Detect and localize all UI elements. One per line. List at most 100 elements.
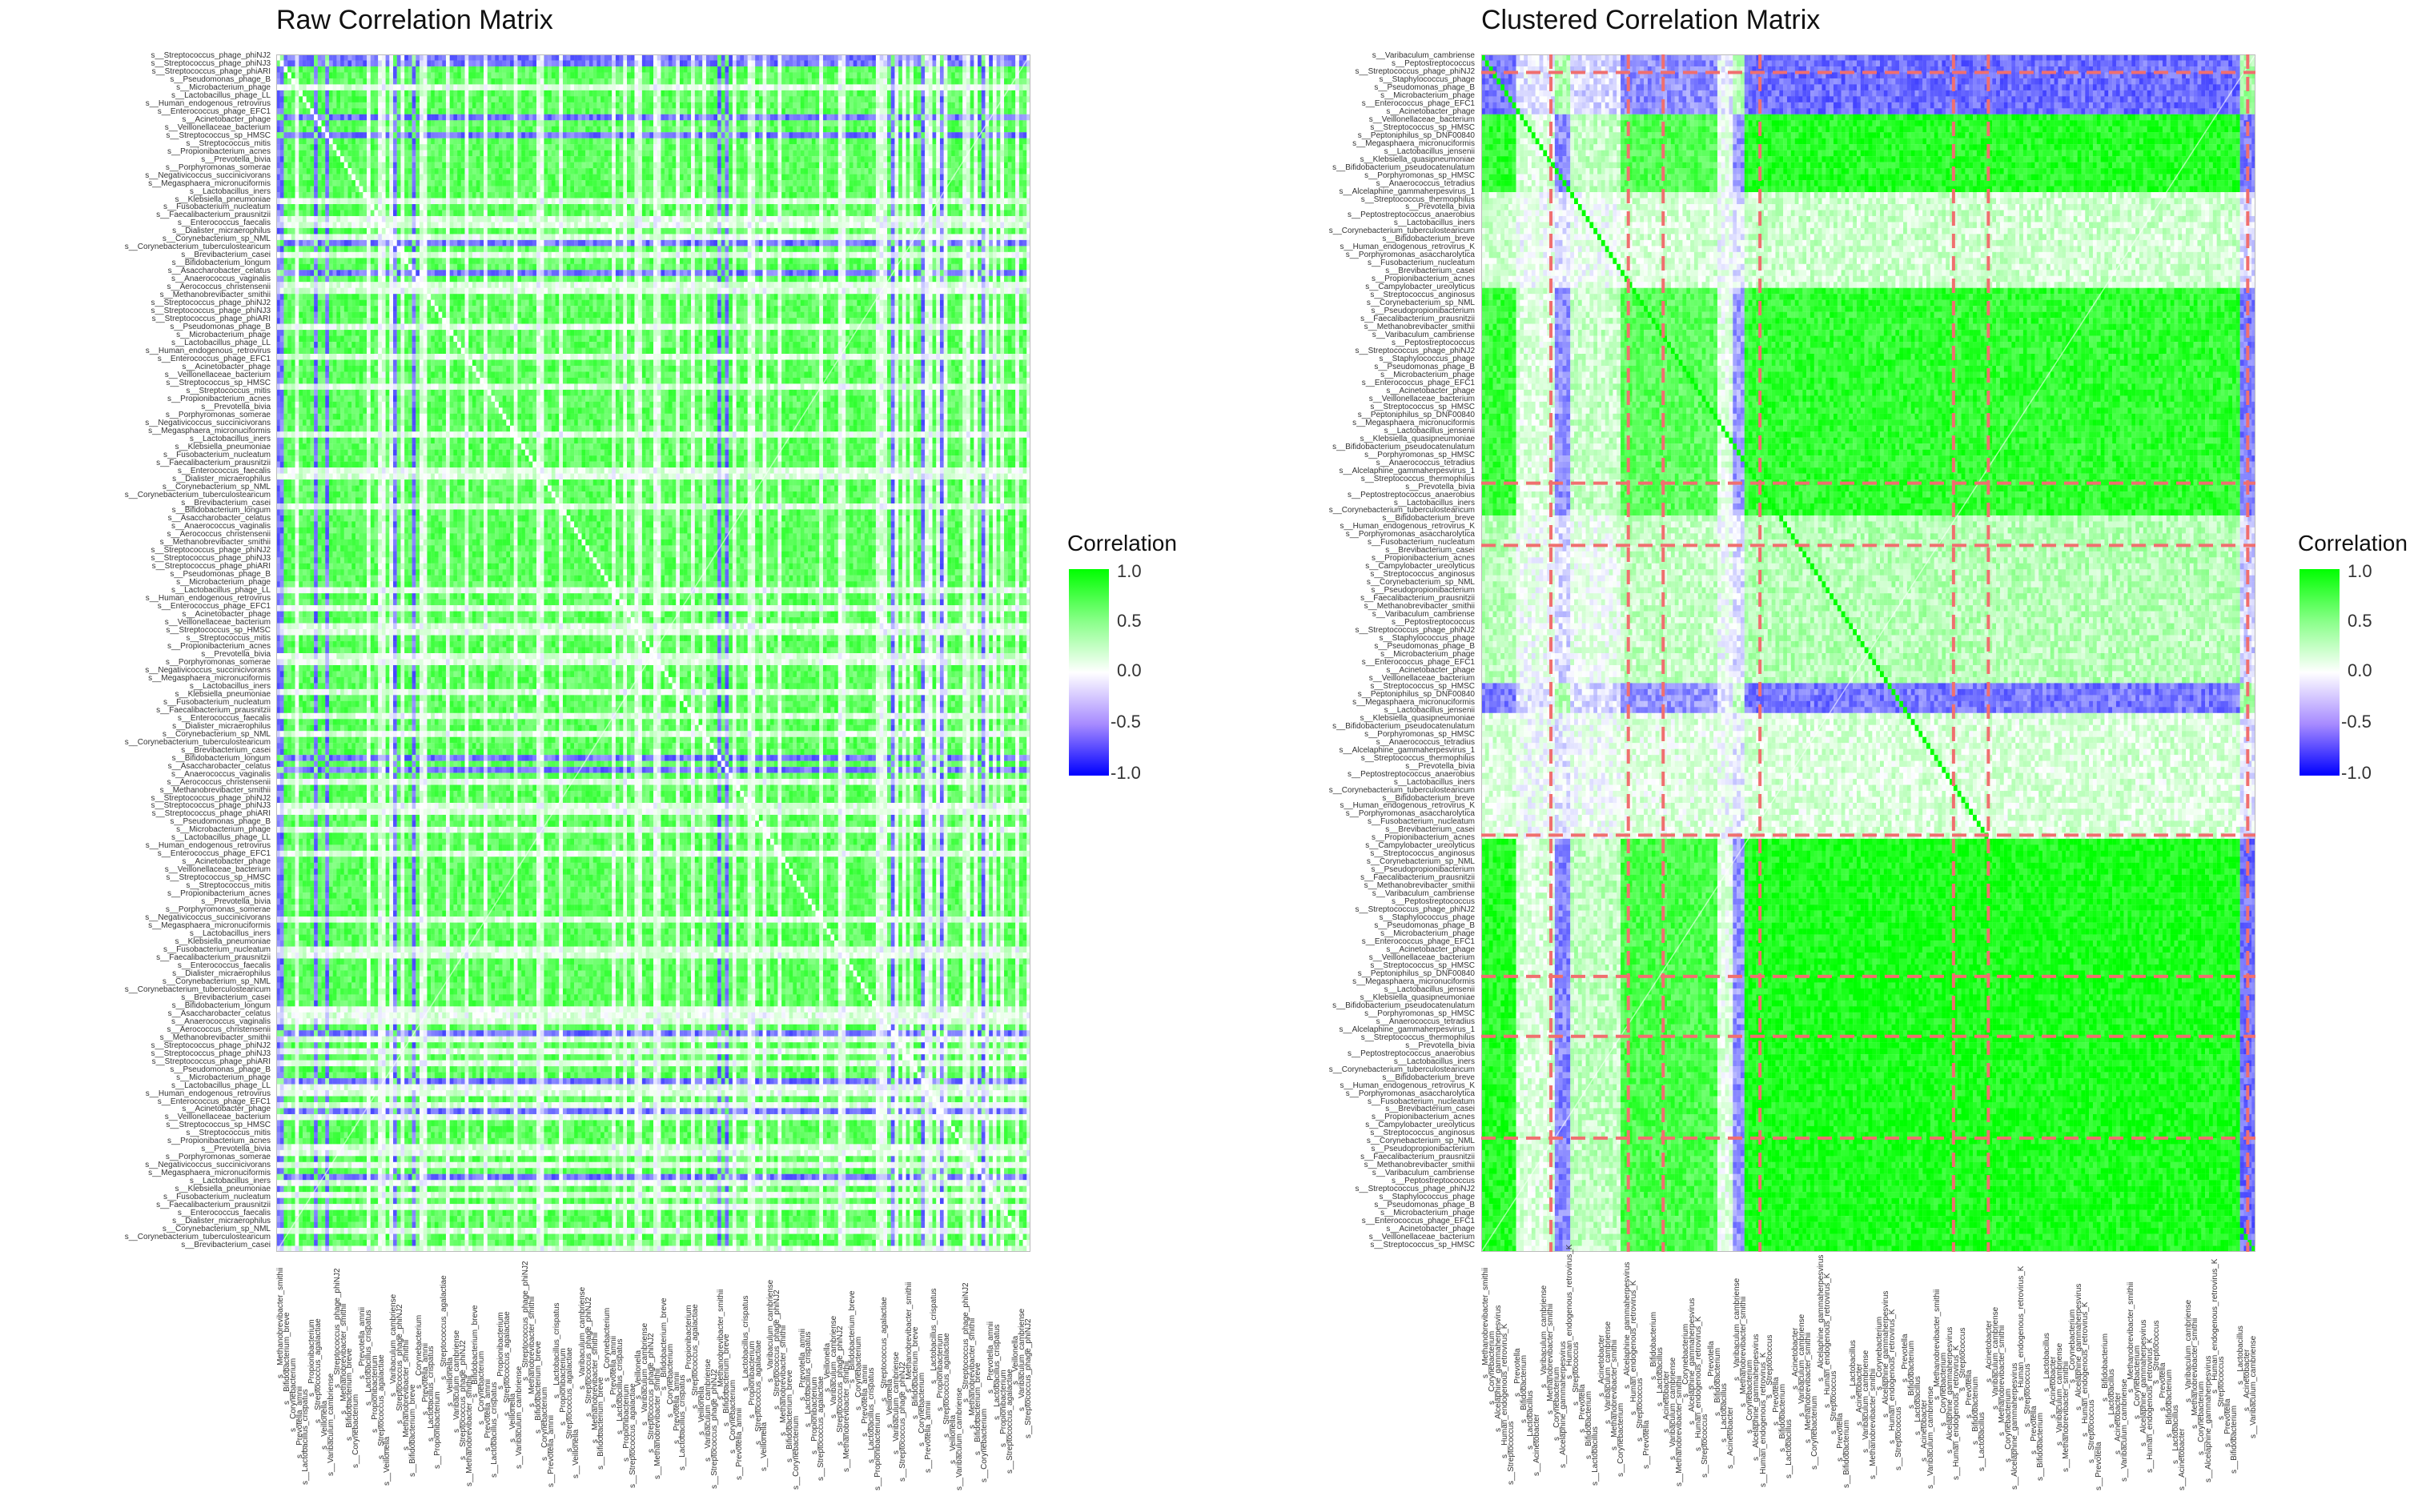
heatmap-cell [295, 108, 299, 114]
heatmap-cell [982, 144, 986, 150]
heatmap-cell [578, 108, 582, 114]
heatmap-cell [721, 174, 725, 181]
heatmap-cell [638, 168, 642, 174]
heatmap-cell [287, 90, 291, 97]
heatmap-cell [525, 96, 529, 102]
heatmap-cell [978, 162, 982, 169]
heatmap-cell [600, 126, 604, 133]
heatmap-cell [819, 120, 823, 126]
heatmap-cell [495, 132, 499, 138]
heatmap-cell [427, 66, 431, 73]
heatmap-cell [521, 180, 525, 186]
heatmap-cell [457, 168, 461, 174]
heatmap-cell [865, 108, 869, 114]
heatmap-cell [631, 114, 635, 121]
heatmap-cell [631, 60, 635, 66]
heatmap-cell [393, 96, 397, 102]
heatmap-cell [1015, 168, 1019, 174]
heatmap-cell [627, 144, 631, 150]
heatmap-cell [314, 78, 318, 85]
heatmap-cell [351, 120, 355, 126]
heatmap-cell [532, 138, 536, 145]
heatmap-cell [574, 60, 578, 66]
heatmap-cell [488, 156, 492, 162]
heatmap-cell [344, 66, 348, 73]
heatmap-cell [283, 108, 287, 114]
heatmap-cell [766, 90, 770, 97]
heatmap-cell [883, 72, 887, 78]
heatmap-cell [737, 174, 741, 181]
heatmap-cell [491, 120, 495, 126]
heatmap-cell [763, 162, 767, 169]
heatmap-cell [880, 78, 884, 85]
heatmap-cell [420, 84, 424, 90]
heatmap-cell [838, 72, 842, 78]
heatmap-cell [891, 132, 895, 138]
heatmap-cell [465, 126, 469, 133]
heatmap-cell [766, 108, 770, 114]
heatmap-cell [446, 162, 450, 169]
heatmap-cell [634, 66, 638, 73]
heatmap-cell [997, 174, 1001, 181]
heatmap-cell [925, 138, 929, 145]
heatmap-cell [891, 72, 895, 78]
heatmap-cell [763, 132, 767, 138]
heatmap-cell [797, 72, 801, 78]
heatmap-cell [684, 132, 688, 138]
heatmap-cell [634, 108, 638, 114]
heatmap-cell [574, 126, 578, 133]
heatmap-cell [910, 120, 914, 126]
heatmap-cell [868, 96, 872, 102]
heatmap-cell [947, 84, 951, 90]
heatmap-cell [453, 114, 457, 121]
heatmap-cell [439, 54, 443, 61]
heatmap-cell [465, 120, 469, 126]
heatmap-cell [804, 60, 808, 66]
heatmap-cell [891, 168, 895, 174]
heatmap-cell [929, 84, 933, 90]
heatmap-cell [733, 90, 737, 97]
heatmap-cell [355, 126, 359, 133]
heatmap-cell [729, 114, 733, 121]
heatmap-cell [627, 54, 631, 61]
heatmap-cell [669, 102, 673, 109]
heatmap-cell [453, 126, 457, 133]
heatmap-cell [748, 60, 752, 66]
heatmap-cell [416, 66, 420, 73]
heatmap-cell [774, 156, 778, 162]
heatmap-cell [789, 156, 793, 162]
heatmap-cell [303, 66, 307, 73]
heatmap-cell [830, 150, 834, 157]
heatmap-cell [491, 156, 495, 162]
heatmap-cell [661, 90, 665, 97]
heatmap-cell [638, 84, 642, 90]
heatmap-cell [514, 120, 518, 126]
heatmap-cell [608, 120, 612, 126]
heatmap-cell [495, 60, 499, 66]
heatmap-cell [891, 78, 895, 85]
heatmap-cell [514, 144, 518, 150]
heatmap-cell [450, 114, 454, 121]
heatmap-cell [412, 132, 416, 138]
heatmap-cell [355, 168, 359, 174]
heatmap-cell [488, 96, 492, 102]
heatmap-cell [378, 54, 382, 61]
heatmap-cell [763, 156, 767, 162]
heatmap-cell [295, 132, 299, 138]
heatmap-cell [299, 96, 303, 102]
heatmap-cell [1008, 144, 1012, 150]
heatmap-cell [951, 168, 955, 174]
heatmap-cell [525, 174, 529, 181]
heatmap-cell [872, 78, 876, 85]
heatmap-cell [993, 72, 997, 78]
heatmap-cell [845, 168, 850, 174]
heatmap-cell [480, 60, 484, 66]
heatmap-cell [450, 108, 454, 114]
heatmap-cell [933, 120, 937, 126]
heatmap-cell [997, 120, 1001, 126]
heatmap-cell [850, 168, 854, 174]
heatmap-cell [295, 144, 299, 150]
heatmap-cell [634, 102, 638, 109]
heatmap-cell [567, 132, 571, 138]
heatmap-cell [737, 150, 741, 157]
